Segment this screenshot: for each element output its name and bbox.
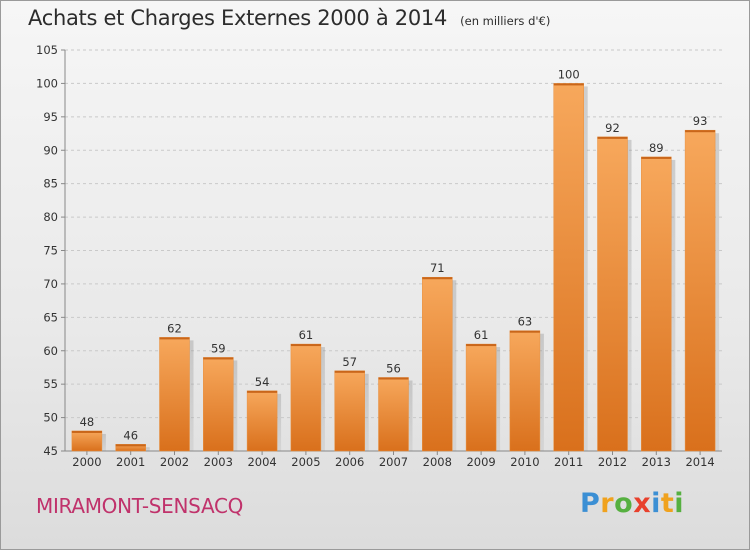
bar-top xyxy=(203,357,234,360)
y-tick-label: 95 xyxy=(43,110,58,124)
bar-top xyxy=(422,277,453,280)
bar xyxy=(465,343,497,452)
bar-top xyxy=(466,344,497,347)
place-name: MIRAMONT-SENSACQ xyxy=(36,494,244,518)
bar xyxy=(684,129,716,452)
bar-top xyxy=(115,444,146,447)
proxiti-logo: Proxiti xyxy=(580,488,684,519)
bar-top xyxy=(641,156,672,159)
logo-letter: x xyxy=(633,488,652,519)
y-tick-label: 85 xyxy=(43,177,58,191)
y-tick-label: 45 xyxy=(43,444,58,458)
bar-top xyxy=(247,390,278,393)
bar xyxy=(71,430,103,452)
y-tick-label: 90 xyxy=(43,143,58,157)
x-tick-label: 2007 xyxy=(379,455,408,469)
bar-top xyxy=(159,337,190,340)
data-label: 54 xyxy=(255,375,270,389)
data-label: 46 xyxy=(123,428,138,442)
x-tick-label: 2001 xyxy=(116,455,145,469)
x-tick-label: 2009 xyxy=(466,455,495,469)
x-tick-label: 2005 xyxy=(291,455,320,469)
data-label: 56 xyxy=(386,361,401,375)
y-tick-label: 80 xyxy=(43,210,58,224)
data-label: 48 xyxy=(80,415,95,429)
data-label: 71 xyxy=(430,261,445,275)
x-tick-label: 2008 xyxy=(423,455,452,469)
data-label: 92 xyxy=(605,121,620,135)
logo-letter: i xyxy=(674,488,685,519)
data-label: 93 xyxy=(693,114,708,128)
bar xyxy=(509,330,541,452)
data-label: 61 xyxy=(474,328,489,342)
y-tick-label: 50 xyxy=(43,411,58,425)
data-label: 59 xyxy=(211,341,226,355)
chart-title: Achats et Charges Externes 2000 à 2014 xyxy=(28,6,448,30)
y-tick-label: 75 xyxy=(43,244,58,258)
bar xyxy=(378,377,409,452)
title-row: Achats et Charges Externes 2000 à 2014 (… xyxy=(28,6,550,30)
bar xyxy=(290,343,322,452)
x-tick-label: 2004 xyxy=(247,455,276,469)
x-tick-label: 2012 xyxy=(598,455,627,469)
x-tick-label: 2006 xyxy=(335,455,364,469)
y-tick-label: 60 xyxy=(43,344,58,358)
y-tick-label: 65 xyxy=(43,310,58,324)
data-label: 61 xyxy=(299,328,314,342)
bar-top xyxy=(71,430,102,433)
bar-top xyxy=(334,370,365,373)
x-tick-label: 2000 xyxy=(72,455,101,469)
data-label: 100 xyxy=(558,67,580,81)
x-tick-label: 2011 xyxy=(554,455,583,469)
logo-letter: P xyxy=(580,488,601,519)
y-tick-label: 70 xyxy=(43,277,58,291)
data-label: 57 xyxy=(342,355,357,369)
y-tick-label: 105 xyxy=(36,43,58,57)
logo-letter: i xyxy=(651,488,661,519)
bar xyxy=(553,83,584,452)
bar xyxy=(203,357,234,452)
logo-letter: r xyxy=(600,488,615,519)
bar xyxy=(597,136,628,452)
bar-top xyxy=(290,344,321,347)
y-tick-label: 100 xyxy=(36,76,58,90)
bar xyxy=(641,156,672,452)
bar-top xyxy=(553,83,584,86)
bar xyxy=(159,337,190,452)
bar-top xyxy=(509,330,540,333)
bar xyxy=(422,276,453,452)
bar xyxy=(334,370,365,452)
x-tick-label: 2002 xyxy=(160,455,189,469)
data-label: 63 xyxy=(518,315,533,329)
logo-letter: t xyxy=(660,488,675,519)
bar-top xyxy=(597,136,628,139)
x-tick-label: 2003 xyxy=(204,455,233,469)
x-tick-label: 2013 xyxy=(642,455,671,469)
x-tick-label: 2014 xyxy=(685,455,714,469)
bar-top xyxy=(685,130,716,133)
data-label: 62 xyxy=(167,321,182,335)
x-tick-label: 2010 xyxy=(510,455,539,469)
bar xyxy=(246,390,278,452)
y-tick-label: 55 xyxy=(43,377,58,391)
data-label: 89 xyxy=(649,141,664,155)
logo-letter: o xyxy=(614,488,634,519)
bar-top xyxy=(378,377,409,380)
chart-subtitle: (en milliers d'€) xyxy=(460,14,551,28)
